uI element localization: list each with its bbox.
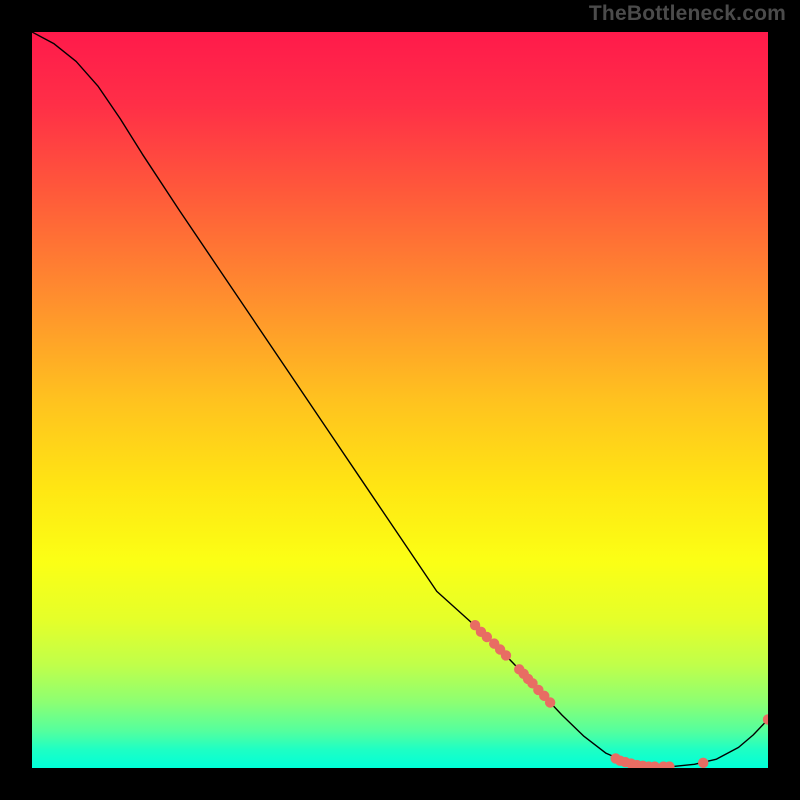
gradient-background — [32, 32, 768, 768]
data-marker — [545, 697, 555, 707]
watermark-text: TheBottleneck.com — [589, 2, 786, 26]
bottleneck-chart — [32, 32, 768, 768]
data-marker — [501, 650, 511, 660]
data-marker — [698, 758, 708, 768]
